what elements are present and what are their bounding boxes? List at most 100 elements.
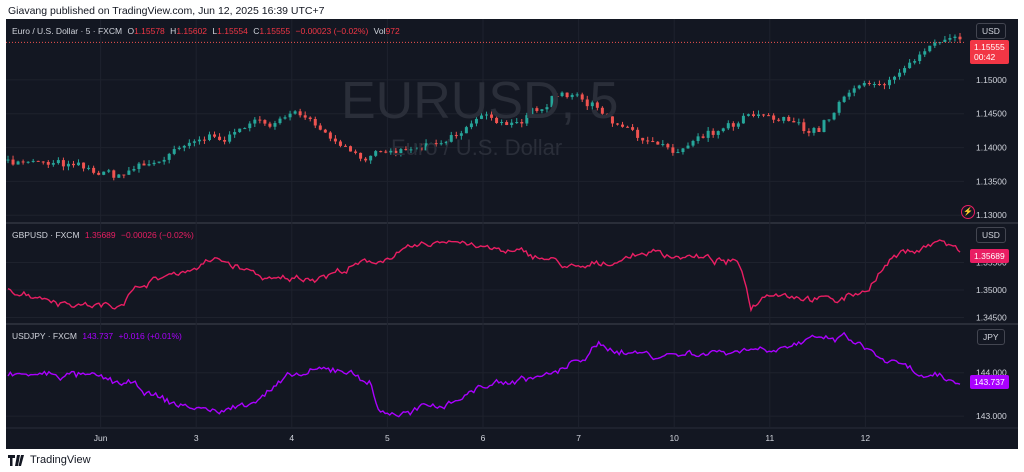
candle-body (479, 115, 483, 119)
candle-body (238, 128, 242, 133)
candle-body (97, 172, 101, 175)
candle-body (837, 101, 841, 113)
candle-body (248, 123, 252, 129)
candle-body (575, 94, 579, 96)
legend-gbp-last: 1.35689 (84, 230, 116, 240)
candle-body (933, 42, 937, 46)
candle-body (268, 123, 272, 127)
time-tick-label: 5 (385, 433, 390, 443)
legend-eur-close-label: C (253, 26, 260, 36)
candle-body (354, 151, 358, 153)
price-tick-label: 1.14000 (976, 143, 1007, 153)
price-tick-label: 1.14500 (976, 109, 1007, 119)
candle-body (414, 147, 418, 150)
candle-body (676, 152, 680, 154)
price-tick-label: 144.000 (976, 368, 1007, 378)
candle-body (424, 143, 428, 151)
candle-body (772, 115, 776, 120)
candle-body (495, 117, 499, 123)
candle-body (51, 163, 55, 165)
candle-body (11, 159, 15, 165)
candle-body (409, 149, 413, 151)
legend-gbp-change: −0.00026 (−0.02%) (121, 230, 194, 240)
candle-body (646, 140, 650, 142)
candle-body (56, 160, 60, 164)
time-tick-label: 3 (194, 433, 199, 443)
candle-body (545, 107, 549, 110)
jpy-series-line (7, 331, 961, 418)
candle-body (228, 134, 232, 142)
candle-body (112, 170, 116, 178)
candle-body (303, 115, 307, 118)
candle-body (923, 51, 927, 55)
candle-body (600, 107, 604, 114)
candle-body (137, 163, 141, 169)
candle-body (177, 147, 181, 150)
chart-frame[interactable]: Jun 3 4 5 6 7 10 11 12 1.15000 1.14500 1.14000 1.135… (6, 19, 1018, 449)
candle-body (610, 116, 614, 124)
publish-info: Giavang published on TradingView.com, Ju… (8, 5, 325, 17)
candle-body (812, 128, 816, 133)
candle-body (6, 159, 10, 161)
price-tick-label: 1.13500 (976, 176, 1007, 186)
candle-body (500, 122, 504, 124)
legend-eur-close: 1.15555 (259, 26, 291, 36)
candle-body (87, 167, 91, 169)
legend-eur-low: 1.15554 (217, 26, 248, 36)
candle-body (162, 159, 166, 162)
candle-body (701, 136, 705, 138)
candle-body (550, 95, 554, 108)
candle-body (621, 124, 625, 127)
jpy-last-price-tag: 143.737 (970, 375, 1009, 389)
candle-body (172, 149, 176, 154)
candle-body (792, 120, 796, 123)
price-tick-label: 1.34500 (976, 313, 1007, 323)
candle-body (555, 95, 559, 97)
currency-badge-eur[interactable]: USD (976, 23, 1006, 39)
time-tick-label: 4 (289, 433, 294, 443)
candle-body (308, 117, 312, 119)
candle-body (273, 123, 277, 127)
candle-body (394, 150, 398, 153)
candle-body (21, 161, 25, 163)
candle-body (605, 113, 609, 117)
legend-eur-low-label: L (212, 26, 218, 36)
time-tick-label: Jun (94, 433, 108, 443)
legend-eur-open: 1.15578 (134, 26, 165, 36)
candle-body (666, 144, 670, 148)
candle-body (530, 108, 534, 116)
eur-last-price: 1.15555 (974, 42, 1005, 52)
candle-body (107, 170, 111, 172)
time-tick-label: 7 (576, 433, 581, 443)
legend-gbp-symbol: GBPUSD · FXCM (12, 230, 80, 240)
candle-body (802, 122, 806, 132)
candle-body (182, 145, 186, 148)
candle-body (656, 141, 660, 145)
candle-body (434, 143, 438, 145)
candle-body (207, 134, 211, 141)
candle-body (197, 139, 201, 142)
candle-body (278, 118, 282, 124)
candle-body (253, 119, 257, 124)
currency-badge-jpy[interactable]: JPY (977, 329, 1005, 345)
candle-body (202, 139, 206, 141)
candle-body (469, 123, 473, 128)
candle-body (218, 136, 222, 140)
candle-body (751, 114, 755, 116)
chart-canvas[interactable]: Jun 3 4 5 6 7 10 11 12 1.15000 1.14500 1.14000 1.135… (6, 19, 1018, 449)
candle-body (505, 122, 509, 126)
lightning-icon[interactable]: ⚡ (961, 205, 975, 219)
candle-body (258, 119, 262, 121)
legend-jpy-change: +0.016 (+0.01%) (118, 331, 182, 341)
candle-body (323, 129, 327, 133)
candle-body (857, 85, 861, 89)
candle-body (711, 130, 715, 135)
candle-body (686, 145, 690, 149)
currency-badge-gbp[interactable]: USD (976, 227, 1006, 243)
legend-eur-change: −0.00023 (−0.02%) (295, 26, 369, 36)
candle-body (16, 161, 20, 165)
candle-body (817, 128, 821, 133)
candle-body (827, 119, 831, 121)
candle-body (92, 167, 96, 173)
candle-body (349, 146, 353, 152)
